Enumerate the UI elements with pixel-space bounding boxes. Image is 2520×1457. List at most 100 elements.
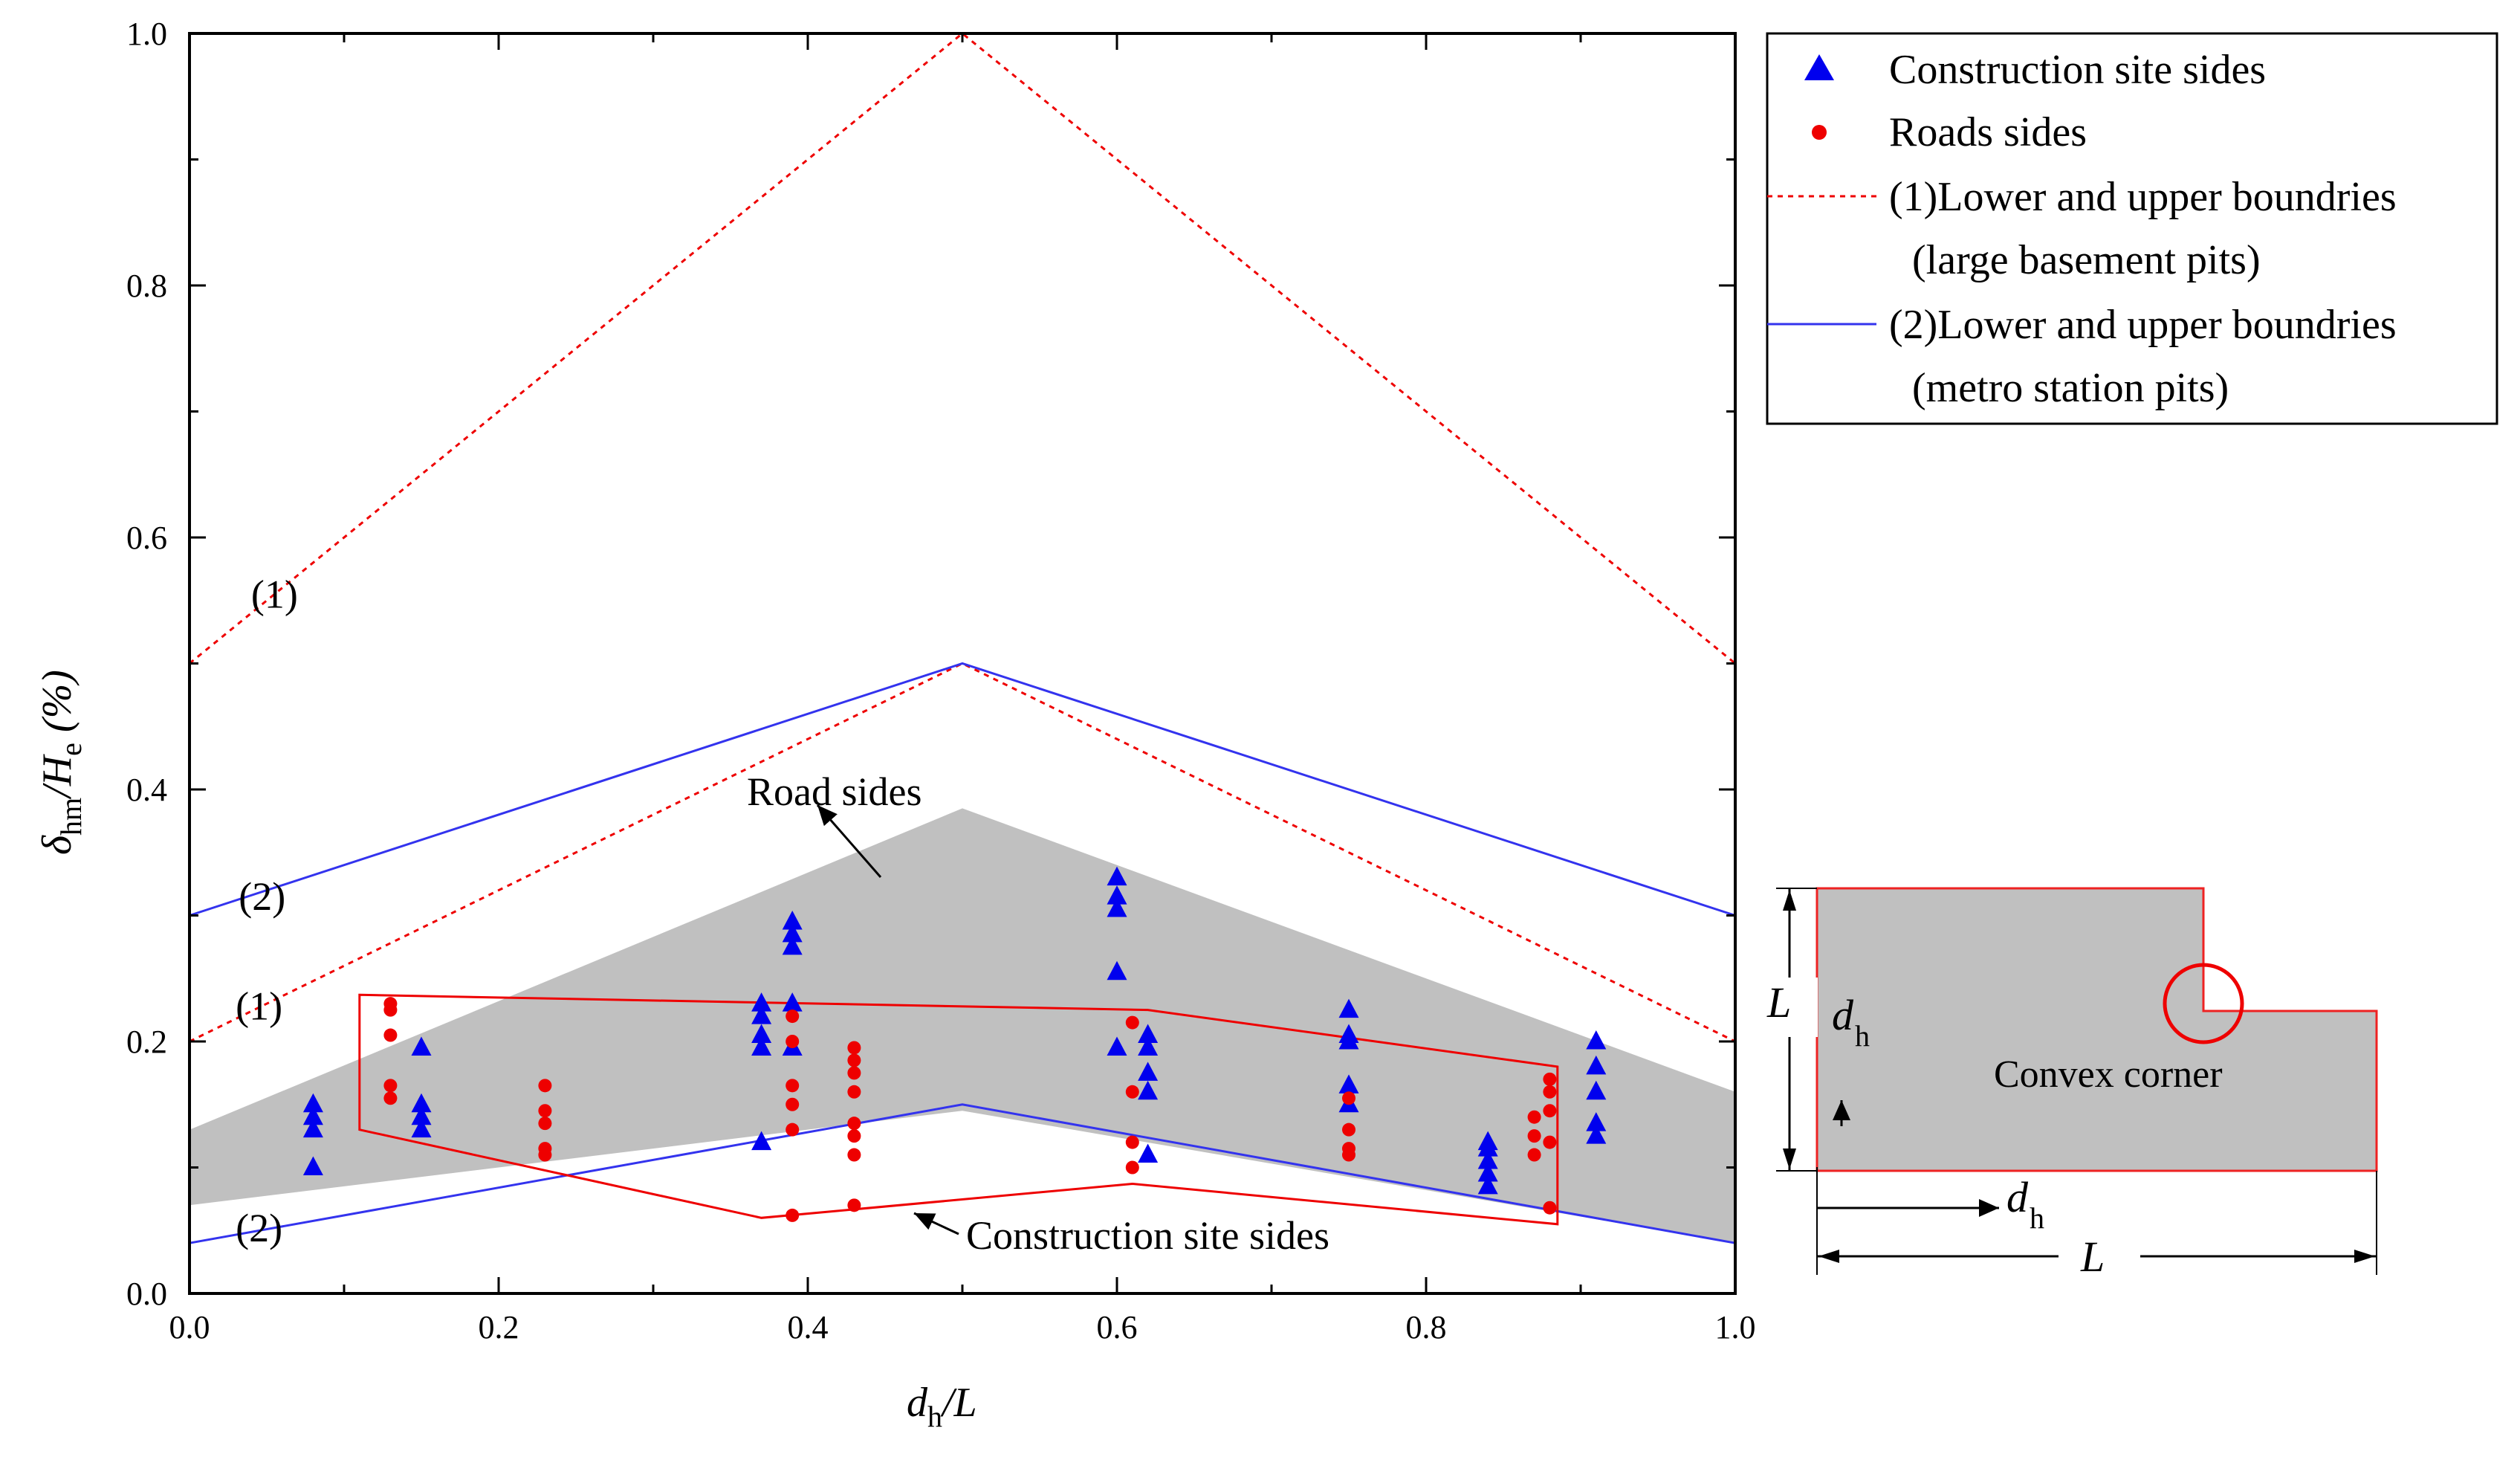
boundary-annotations: (1) (2) (1) (2) — [236, 572, 298, 1250]
legend-boundary-2-sublabel: (metro station pits) — [1912, 365, 2229, 411]
road-side-point — [1342, 1091, 1355, 1105]
road-side-point — [1527, 1148, 1541, 1162]
road-side-point — [1543, 1201, 1557, 1215]
road-side-point — [1543, 1104, 1557, 1118]
road-side-point — [538, 1117, 552, 1131]
road-side-point — [847, 1129, 861, 1143]
construction-site-point — [1338, 1024, 1359, 1044]
road-side-point — [847, 1085, 861, 1099]
x-tick-label: 0.6 — [1097, 1309, 1138, 1345]
construction-site-point — [751, 1024, 772, 1044]
legend-roads-label: Roads sides — [1889, 109, 2087, 155]
x-axis-title: dh/L — [907, 1380, 977, 1433]
road-side-point — [1125, 1085, 1139, 1099]
inset-arrow-right-icon — [2354, 1250, 2375, 1263]
construction-site-point — [1586, 1112, 1607, 1131]
construction-site-point — [302, 1118, 323, 1138]
road-sides-band — [190, 808, 1735, 1244]
construction-site-point — [1338, 998, 1359, 1018]
construction-site-point — [302, 1156, 323, 1175]
x-tick-label: 0.2 — [479, 1309, 519, 1345]
construction-site-point — [1586, 1125, 1607, 1144]
road-side-point — [786, 1122, 800, 1137]
y-tick-label: 0.2 — [126, 1024, 167, 1060]
construction-sides-callout: Construction site sides — [966, 1213, 1329, 1258]
road-side-point — [847, 1041, 861, 1055]
inset-arrow-down-icon — [1783, 1149, 1796, 1169]
x-tick-label: 1.0 — [1715, 1309, 1756, 1345]
construction-site-point — [751, 992, 772, 1012]
construction-site-point — [1338, 1074, 1359, 1093]
road-side-point — [1125, 1135, 1139, 1149]
inset-horizontal-L-label: L — [2080, 1233, 2105, 1281]
construction-site-point — [1586, 1030, 1607, 1050]
x-tick-label: 0.0 — [169, 1309, 210, 1345]
legend-construction-label: Construction site sides — [1889, 47, 2266, 93]
road-band-layer — [190, 808, 1735, 1244]
inset-convex-corner-label: Convex corner — [1994, 1053, 2223, 1096]
road-side-point — [383, 1079, 398, 1093]
y-tick-label: 0.4 — [126, 772, 167, 808]
legend-boundary-1-label: (1)Lower and upper boundries — [1889, 174, 2397, 220]
road-side-point — [1543, 1085, 1557, 1099]
road-side-point — [847, 1198, 861, 1212]
axis-ticks: 0.0 0.2 0.4 0.6 0.8 1.0 0.0 0.2 0.4 0.6 0.8 1.0 — [126, 16, 1756, 1345]
construction-site-point — [782, 923, 803, 943]
construction-site-point — [1107, 1036, 1127, 1056]
x-tick-label: 0.4 — [788, 1309, 829, 1345]
road-side-point — [1527, 1110, 1541, 1124]
legend-boundary-1-sublabel: (large basement pits) — [1912, 237, 2261, 283]
construction-site-point — [782, 910, 803, 930]
construction-site-point — [411, 1093, 432, 1113]
inset-pit-shape — [1815, 887, 2378, 1172]
legend-box — [1766, 32, 2498, 425]
road-side-point — [383, 1091, 398, 1105]
construction-site-point — [1107, 898, 1127, 917]
road-side-point — [383, 1028, 398, 1042]
road-side-point — [1125, 1015, 1139, 1030]
legend-circle-icon — [1812, 125, 1827, 140]
construction-site-point — [411, 1105, 432, 1125]
road-side-point — [786, 1208, 800, 1222]
road-side-point — [1527, 1129, 1541, 1143]
construction-site-point — [1477, 1131, 1498, 1151]
boundary-annotation-label: (1) — [251, 572, 298, 616]
road-side-point — [786, 1097, 800, 1111]
construction-site-point — [1107, 885, 1127, 905]
road-side-point — [847, 1053, 861, 1067]
construction-site-point — [302, 1105, 323, 1125]
construction-site-point — [411, 1036, 432, 1056]
boundary-2-lower-line — [189, 1103, 1736, 1244]
construction-site-point — [1138, 1024, 1159, 1044]
construction-site-point — [1107, 960, 1127, 981]
construction-site-point — [1138, 1080, 1159, 1100]
construction-site-point — [751, 1036, 772, 1056]
road-sides-callout: Road sides — [747, 769, 922, 814]
road-side-point — [1543, 1072, 1557, 1086]
y-tick-label: 0.8 — [126, 268, 167, 304]
boundary-2-upper-line — [189, 662, 1736, 917]
construction-site-point — [751, 1005, 772, 1024]
construction-site-point — [1107, 866, 1127, 886]
construction-site-point — [1138, 1036, 1159, 1056]
construction-site-point — [302, 1093, 323, 1113]
inset-label-mask — [1761, 978, 1818, 1037]
road-side-point — [847, 1117, 861, 1131]
construction-site-point — [1477, 1175, 1498, 1195]
boundary-annotation-label: (2) — [239, 874, 285, 919]
convex-corner-circle-icon — [2163, 963, 2244, 1044]
boundary-annotation-label: (1) — [236, 984, 282, 1029]
construction-site-point — [1138, 1143, 1159, 1163]
construction-site-point — [1477, 1150, 1498, 1169]
construction-site-point — [1477, 1162, 1498, 1182]
construction-site-point — [751, 1131, 772, 1151]
legend-triangle-icon — [1804, 54, 1834, 80]
inset-arrow-left-icon — [1818, 1250, 1839, 1263]
construction-site-point — [1138, 1062, 1159, 1081]
construction-site-point — [1586, 1080, 1607, 1100]
road-side-point — [538, 1104, 552, 1118]
x-tick-label: 0.8 — [1406, 1309, 1447, 1345]
road-side-point — [538, 1142, 552, 1156]
road-sides-callout-line — [827, 817, 882, 878]
